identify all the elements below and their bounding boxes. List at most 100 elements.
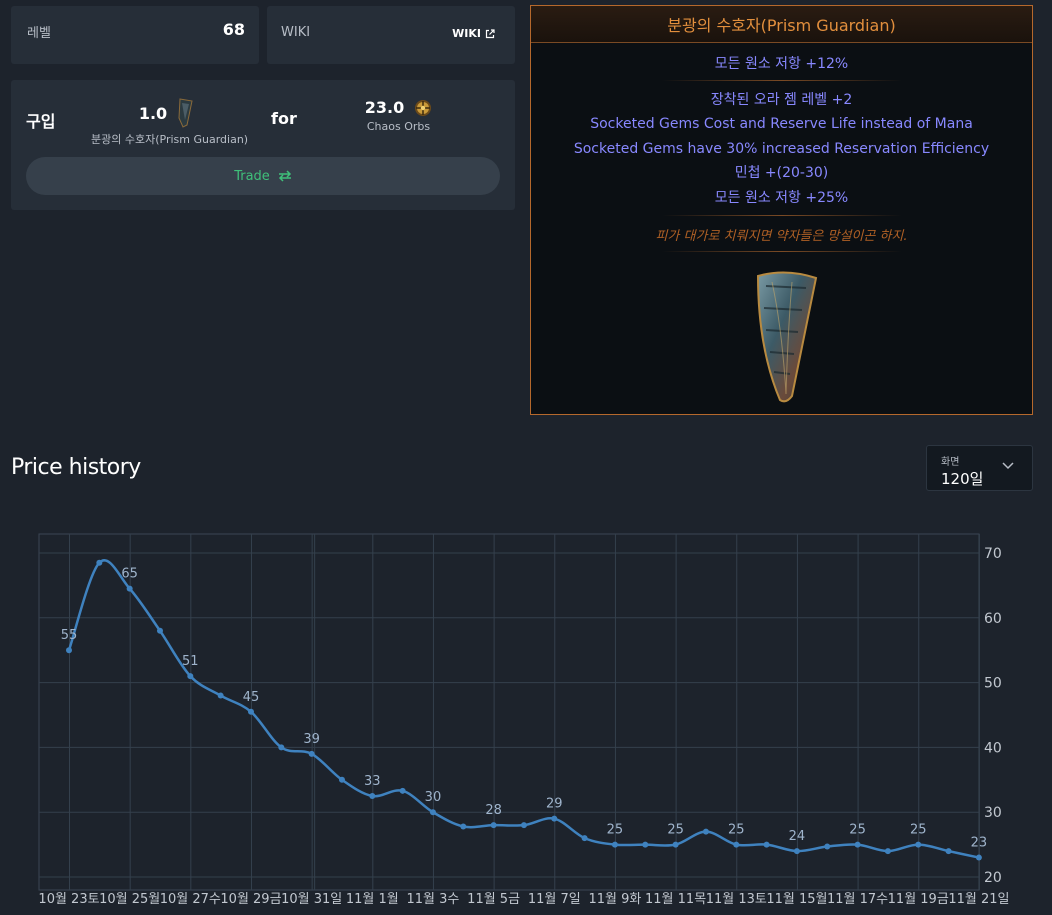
wiki-card: WIKI WIKI (267, 6, 515, 64)
data-label: 25 (667, 823, 684, 838)
explicit-mod: Socketed Gems have 30% increased Reserva… (573, 140, 990, 157)
data-point (975, 854, 982, 861)
separator (661, 215, 902, 216)
level-label: 레벨 (27, 26, 51, 41)
data-label: 39 (303, 732, 320, 747)
wiki-link-label: WIKI (452, 27, 481, 40)
data-label: 25 (910, 823, 927, 838)
data-point (793, 848, 800, 855)
data-point (915, 841, 922, 848)
data-point (520, 822, 527, 829)
data-label: 23 (971, 836, 988, 851)
period-label: 화면 (941, 457, 960, 468)
external-link-icon (485, 28, 495, 38)
item-quantity-block: 1.0 분광의 수호자(Prism Guardian) (91, 98, 249, 147)
data-point (945, 848, 952, 855)
period-select[interactable]: 화면 120일 (926, 445, 1033, 491)
chevron-down-icon (1002, 462, 1014, 470)
data-point (672, 841, 679, 848)
data-label: 55 (61, 628, 78, 643)
data-point (217, 692, 224, 699)
data-label: 25 (849, 823, 866, 838)
explicit-mod: 모든 원소 저항 +25% (714, 189, 849, 206)
price-history-chart: 20 30 40 50 60 70 55 65 51 45 39 33 30 28 29 25 25 25 24 25… (38, 533, 1009, 907)
data-label: 65 (121, 567, 138, 582)
x-tick-label: 11월 11목 (645, 892, 706, 907)
price-line (67, 559, 980, 859)
shield-icon (756, 271, 818, 403)
data-point (733, 841, 740, 848)
y-tick-label: 60 (984, 611, 1002, 627)
data-point (551, 815, 558, 822)
trade-button-label: Trade (234, 168, 270, 184)
price-history-title: Price history (11, 455, 141, 480)
buy-label: 구입 (26, 112, 56, 131)
item-name-small: 분광의 수호자(Prism Guardian) (91, 133, 249, 146)
data-label: 45 (243, 690, 260, 705)
data-label: 33 (364, 774, 381, 789)
data-label: 25 (728, 823, 745, 838)
trade-button[interactable]: Trade (26, 157, 500, 195)
data-point (824, 843, 831, 850)
x-tick-label: 10월 25월 (99, 892, 160, 907)
wiki-link[interactable]: WIKI (452, 27, 495, 40)
data-label: 30 (425, 790, 442, 805)
explicit-mod: 민첩 +(20-30) (734, 165, 829, 181)
x-tick-label: 11월 19금 (888, 892, 949, 907)
x-tick-label: 11월 3수 (407, 892, 460, 907)
data-point (642, 841, 649, 848)
data-point (581, 835, 588, 842)
data-point (338, 776, 345, 783)
price-block: 23.0 Chaos Orbs (351, 98, 446, 133)
data-label: 25 (607, 823, 624, 838)
level-card: 레벨 68 (11, 6, 259, 64)
item-quantity: 1.0 (138, 103, 168, 123)
separator (661, 79, 902, 81)
chaos-orb-icon (415, 99, 432, 116)
y-tick-label: 50 (984, 676, 1002, 692)
data-point (247, 708, 254, 715)
plot-frame (38, 533, 980, 891)
currency-name: Chaos Orbs (366, 120, 431, 133)
swap-arrows-icon (278, 170, 291, 182)
data-point (611, 841, 618, 848)
level-value: 68 (222, 20, 245, 39)
x-tick-label: 11월 5금 (467, 892, 520, 907)
data-point (126, 585, 133, 592)
trade-card: 구입 1.0 분광의 수호자(Prism Guardian) for 23.0 … (11, 80, 515, 210)
x-tick-label: 11월 1월 (346, 892, 399, 907)
implicit-mod: 모든 원소 저항 +12% (714, 56, 849, 72)
data-point (399, 787, 406, 794)
data-label: 28 (485, 803, 502, 818)
data-point (884, 848, 891, 855)
x-tick-label: 11월 17수 (827, 892, 888, 907)
data-point (369, 793, 376, 799)
prism-guardian-icon (178, 98, 193, 128)
y-tick-label: 70 (984, 546, 1002, 562)
x-tick-label: 10월 31일 (281, 892, 342, 907)
separator (661, 251, 902, 252)
data-point (156, 627, 163, 634)
explicit-mod: 장착된 오라 젬 레벨 +2 (710, 91, 853, 108)
data-label: 29 (546, 797, 563, 812)
data-point (429, 809, 436, 816)
data-point (278, 744, 285, 751)
x-tick-label: 11월 13토 (706, 892, 767, 907)
data-point (854, 841, 861, 848)
item-title: 분광의 수호자(Prism Guardian) (531, 6, 1032, 43)
x-tick-label: 11월 15월 (766, 892, 827, 907)
data-point (763, 841, 770, 848)
wiki-label: WIKI (281, 25, 311, 40)
item-tooltip: 분광의 수호자(Prism Guardian) 모든 원소 저항 +12% 장착… (530, 5, 1033, 415)
data-label: 51 (182, 654, 199, 669)
y-tick-label: 40 (984, 740, 1002, 756)
period-value: 120일 (941, 470, 984, 488)
x-tick-label: 11월 7일 (528, 892, 581, 907)
y-tick-label: 20 (984, 870, 1002, 886)
data-label: 24 (789, 829, 806, 844)
data-point (66, 647, 72, 654)
explicit-mod: Socketed Gems Cost and Reserve Life inst… (590, 116, 973, 132)
price-quantity: 23.0 (364, 98, 405, 117)
x-tick-label: 10월 27수 (160, 892, 221, 907)
x-tick-label: 10월 29금 (220, 892, 281, 907)
